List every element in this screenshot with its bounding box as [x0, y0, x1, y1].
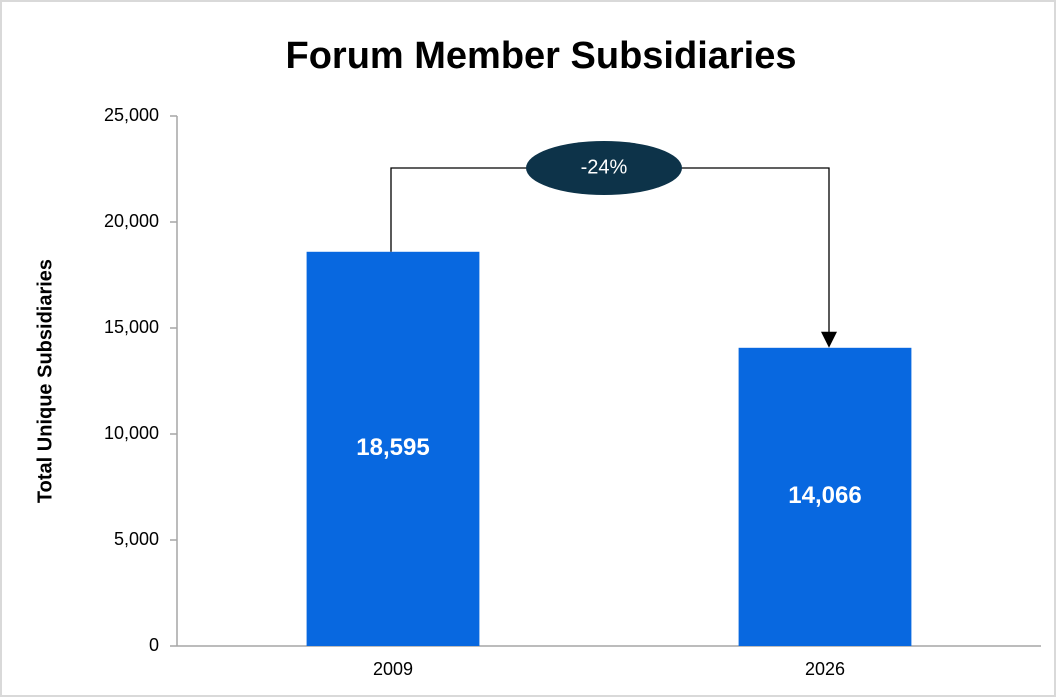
y-tick-label: 5,000 — [114, 529, 159, 549]
annotation-text: -24% — [581, 156, 628, 178]
annotation-badge — [526, 141, 682, 195]
y-tick-label: 15,000 — [104, 317, 159, 337]
arrow-head — [821, 331, 837, 348]
x-tick-label: 2009 — [373, 659, 413, 679]
y-tick-label: 10,000 — [104, 423, 159, 443]
chart-title: Forum Member Subsidiaries — [285, 35, 796, 77]
y-tick-label: 0 — [149, 635, 159, 655]
y-tick-label: 25,000 — [104, 105, 159, 125]
data-label: 18,595 — [356, 434, 429, 461]
y-tick-label: 20,000 — [104, 211, 159, 231]
bar — [306, 251, 480, 646]
x-tick-label: 2026 — [805, 659, 845, 679]
bar — [738, 347, 912, 646]
y-axis-title: Total Unique Subsidiaries — [34, 259, 56, 503]
data-label: 14,066 — [788, 482, 861, 509]
